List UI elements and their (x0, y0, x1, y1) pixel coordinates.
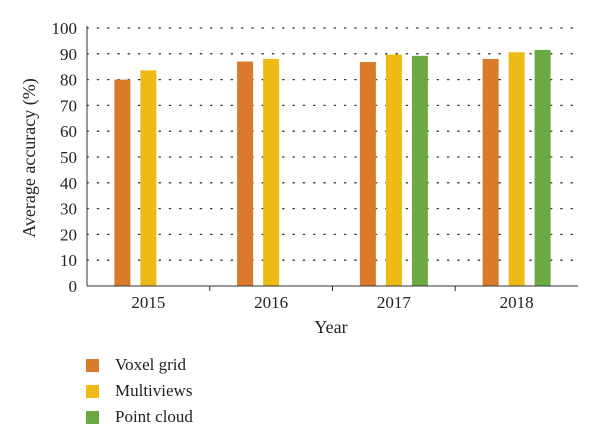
bar-voxel-grid-2016 (237, 61, 254, 286)
y-tick-label-10: 10 (60, 251, 77, 270)
y-tick-label-90: 90 (60, 45, 77, 64)
legend-swatch-point-cloud (86, 410, 99, 424)
y-tick-label-60: 60 (60, 122, 77, 141)
legend-swatch-voxel-grid (86, 358, 99, 372)
x-tick-label-2015: 2015 (131, 293, 165, 312)
legend-item-point-cloud: Point cloud (86, 404, 193, 430)
legend-label-voxel-grid: Voxel grid (115, 355, 186, 374)
y-tick-label-50: 50 (60, 148, 77, 167)
x-tick-label-2016: 2016 (254, 293, 288, 312)
bar-multiviews-2017 (385, 54, 402, 286)
bar-voxel-grid-2017 (359, 62, 376, 286)
gridlines (86, 27, 579, 261)
legend: Voxel grid Multiviews Point cloud (86, 352, 193, 430)
x-tick-label-2017: 2017 (377, 293, 412, 312)
legend-label-multiviews: Multiviews (115, 381, 193, 400)
y-tick-label-20: 20 (60, 225, 77, 244)
y-tick-label-100: 100 (52, 19, 78, 38)
y-tick-label-30: 30 (60, 200, 77, 219)
y-tick-label-70: 70 (60, 96, 77, 115)
y-tick-labels: 0 10 20 30 40 50 60 70 80 90 100 (52, 19, 78, 296)
bar-point-cloud-2017 (411, 55, 428, 286)
y-tick-label-0: 0 (69, 277, 78, 296)
bar-multiviews-2016 (263, 58, 280, 287)
bar-point-cloud-2018 (534, 49, 551, 287)
bar-multiviews-2015 (140, 70, 157, 286)
axes (86, 26, 578, 291)
legend-label-point-cloud: Point cloud (115, 407, 193, 426)
y-tick-label-40: 40 (60, 174, 77, 193)
bar-voxel-grid-2015 (114, 79, 131, 286)
y-tick-label-80: 80 (60, 71, 77, 90)
bar-voxel-grid-2018 (482, 58, 499, 287)
x-tick-labels: 2015 2016 2017 2018 (131, 293, 533, 312)
y-axis-label: Average accuracy (%) (19, 78, 40, 238)
bars-group (114, 49, 551, 287)
legend-swatch-multiviews (86, 384, 99, 398)
legend-item-voxel-grid: Voxel grid (86, 352, 193, 378)
x-tick-label-2018: 2018 (500, 293, 534, 312)
x-axis-label: Year (314, 317, 347, 337)
legend-item-multiviews: Multiviews (86, 378, 193, 404)
bar-multiviews-2018 (508, 52, 525, 286)
